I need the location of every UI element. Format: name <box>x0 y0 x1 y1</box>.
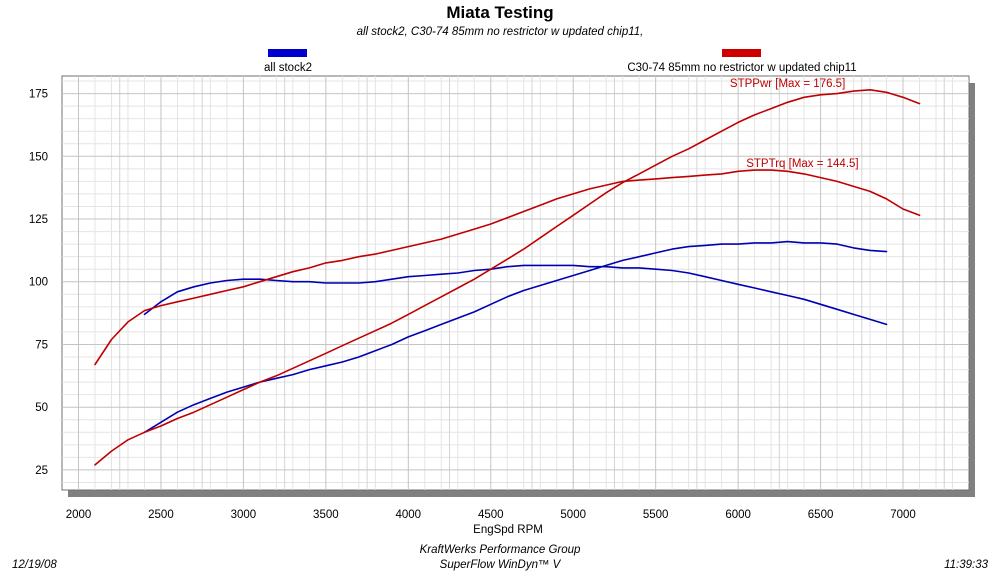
series-line-stppwr <box>94 89 921 466</box>
legend: all stock2 C30-74 85mm no restrictor w u… <box>264 49 857 74</box>
minor-grid <box>62 76 969 490</box>
chart-title: Miata Testing <box>446 3 553 22</box>
footer-date: 12/19/08 <box>12 559 57 571</box>
x-axis-label: EngSpd RPM <box>473 524 543 536</box>
y-tick-label: 75 <box>35 339 48 351</box>
x-tick-label: 4500 <box>478 509 504 521</box>
series-line-stptrq <box>94 169 921 366</box>
y-tick-label: 25 <box>35 465 48 477</box>
series-layer <box>94 89 921 466</box>
annotations: STPPwr [Max = 176.5] STPTrq [Max = 144.5] <box>730 78 859 170</box>
max-annotation: STPPwr [Max = 176.5] <box>730 78 845 90</box>
footer-software: SuperFlow WinDyn™ V <box>440 559 562 571</box>
y-tick-label: 100 <box>29 277 48 289</box>
y-axis-ticks: 25 50 75 100 125 150 175 <box>29 89 48 477</box>
x-axis-ticks: 2000 2500 3000 3500 4000 4500 5000 5500 6000 6500… <box>66 509 916 521</box>
x-tick-label: 5000 <box>560 509 586 521</box>
y-tick-label: 50 <box>35 402 48 414</box>
footer-company: KraftWerks Performance Group <box>420 544 581 556</box>
x-tick-label: 2000 <box>66 509 92 521</box>
legend-label-c30-74: C30-74 85mm no restrictor w updated chip… <box>627 62 856 74</box>
footer-time: 11:39:33 <box>944 559 989 571</box>
plot-area <box>61 75 970 491</box>
chart-subtitle: all stock2, C30-74 85mm no restrictor w … <box>357 26 644 38</box>
x-tick-label: 2500 <box>148 509 174 521</box>
y-tick-label: 150 <box>29 151 48 163</box>
x-tick-label: 7000 <box>890 509 916 521</box>
y-tick-label: 125 <box>29 214 48 226</box>
x-tick-label: 6500 <box>808 509 834 521</box>
series-line-all-stock2-1 <box>143 240 888 434</box>
x-tick-label: 4000 <box>396 509 422 521</box>
x-tick-label: 3500 <box>313 509 339 521</box>
x-tick-label: 5500 <box>643 509 669 521</box>
legend-swatch-c30-74 <box>722 49 761 57</box>
max-annotation: STPTrq [Max = 144.5] <box>746 158 858 170</box>
x-tick-label: 3000 <box>231 509 257 521</box>
legend-swatch-all-stock2 <box>268 49 307 57</box>
x-tick-label: 6000 <box>725 509 751 521</box>
legend-label-all-stock2: all stock2 <box>264 62 312 74</box>
y-tick-label: 175 <box>29 89 48 101</box>
major-grid <box>62 76 969 490</box>
